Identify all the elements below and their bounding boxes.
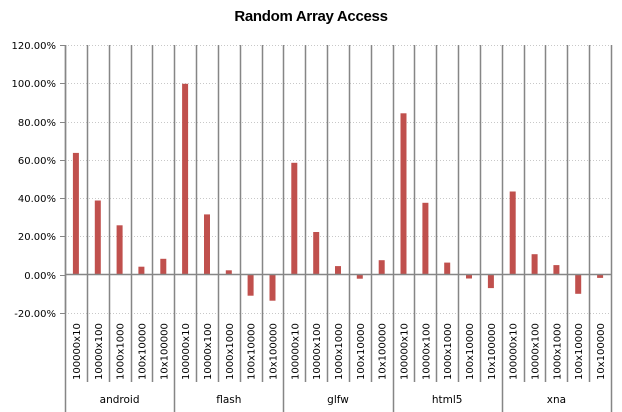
y-tick-label: 40.00% — [18, 194, 56, 205]
x-subcategory-label: 10x100000 — [487, 323, 498, 380]
chart-title: Random Array Access — [234, 8, 388, 25]
bar-glfw-100x10000 — [356, 274, 363, 279]
bar-flash-100x10000 — [247, 274, 254, 296]
x-group-label: glfw — [327, 394, 349, 406]
y-tick-label: 120.00% — [12, 41, 57, 52]
x-subcategory-label: 10x100000 — [378, 323, 389, 380]
bar-glfw-10x100000 — [378, 260, 385, 275]
bar-flash-1000x1000 — [225, 270, 232, 275]
x-subcategory-label: 100x10000 — [574, 323, 585, 380]
x-subcategory-label: 10000x100 — [421, 323, 432, 380]
y-axis: 120.00% 100.00% 80.00% 60.00% 40.00% 20.00% 0.… — [12, 41, 67, 320]
bar-html5-10000x100 — [422, 202, 429, 275]
bar-android-100x10000 — [138, 266, 145, 275]
x-subcategory-label: 100x10000 — [465, 323, 476, 380]
y-tick-label: 60.00% — [18, 156, 56, 167]
x-subcategory-label: 100x10000 — [137, 323, 148, 380]
bar-glfw-10000x100 — [313, 232, 320, 275]
x-group-label: html5 — [432, 394, 463, 406]
x-subcategory-label: 100000x10 — [72, 323, 83, 380]
bar-flash-10000x100 — [204, 214, 210, 275]
x-subcategory-label: 100x10000 — [356, 323, 367, 380]
y-tick-label: 80.00% — [18, 118, 56, 129]
bar-flash-100000x10 — [182, 83, 189, 275]
bar-android-1000x1000 — [116, 225, 123, 275]
bar-html5-10x100000 — [487, 274, 494, 289]
bar-android-10x100000 — [160, 258, 167, 275]
bar-glfw-1000x1000 — [335, 266, 341, 275]
gridlines — [65, 45, 611, 314]
bar-android-10000x100 — [94, 200, 101, 275]
x-subcategory-label: 1000x1000 — [443, 323, 454, 380]
bar-xna-100x10000 — [575, 274, 582, 294]
bar-glfw-100000x10 — [291, 162, 298, 275]
x-subcategory-label: 1000x1000 — [552, 323, 563, 380]
x-subcategory-label: 100000x10 — [290, 323, 301, 380]
x-subcategory-label: 10000x100 — [94, 323, 105, 380]
bar-xna-100000x10 — [509, 191, 516, 275]
bars — [72, 83, 604, 301]
y-tick-label: 0.00% — [24, 271, 56, 282]
y-tick-label: -20.00% — [14, 309, 56, 320]
x-subcategory-label: 100000x10 — [509, 323, 520, 380]
y-tick-label: 100.00% — [12, 79, 57, 90]
y-tick-label: 20.00% — [18, 232, 56, 243]
x-subcategory-label: 100x10000 — [247, 323, 258, 380]
bar-android-100000x10 — [72, 152, 79, 275]
bar-flash-10x100000 — [269, 274, 276, 301]
x-subcategory-label: 10000x100 — [531, 323, 542, 380]
bar-html5-100x10000 — [466, 274, 472, 279]
x-subcategory-label: 1000x1000 — [334, 323, 345, 380]
category-dividers — [64, 45, 613, 412]
bar-xna-10x100000 — [597, 274, 604, 278]
x-group-label: xna — [547, 394, 566, 406]
x-subcategory-label: 10x100000 — [159, 323, 170, 380]
bar-html5-1000x1000 — [444, 262, 451, 275]
x-group-label: android — [100, 394, 140, 406]
bar-xna-1000x1000 — [553, 265, 560, 275]
x-subcategory-label: 100000x10 — [181, 323, 192, 380]
x-subcategory-label: 10000x100 — [203, 323, 214, 380]
x-axis-labels: 100000x10 10000x100 1000x1000 100x10000 10x1… — [72, 323, 607, 406]
x-subcategory-label: 10x100000 — [596, 323, 607, 380]
x-subcategory-label: 10000x100 — [312, 323, 323, 380]
x-subcategory-label: 1000x1000 — [225, 323, 236, 380]
x-subcategory-label: 1000x1000 — [116, 323, 127, 380]
x-subcategory-label: 10x100000 — [269, 323, 280, 380]
bar-html5-100000x10 — [400, 113, 407, 275]
x-subcategory-label: 100000x10 — [400, 323, 411, 380]
x-group-label: flash — [216, 394, 241, 406]
bar-xna-10000x100 — [531, 254, 538, 275]
